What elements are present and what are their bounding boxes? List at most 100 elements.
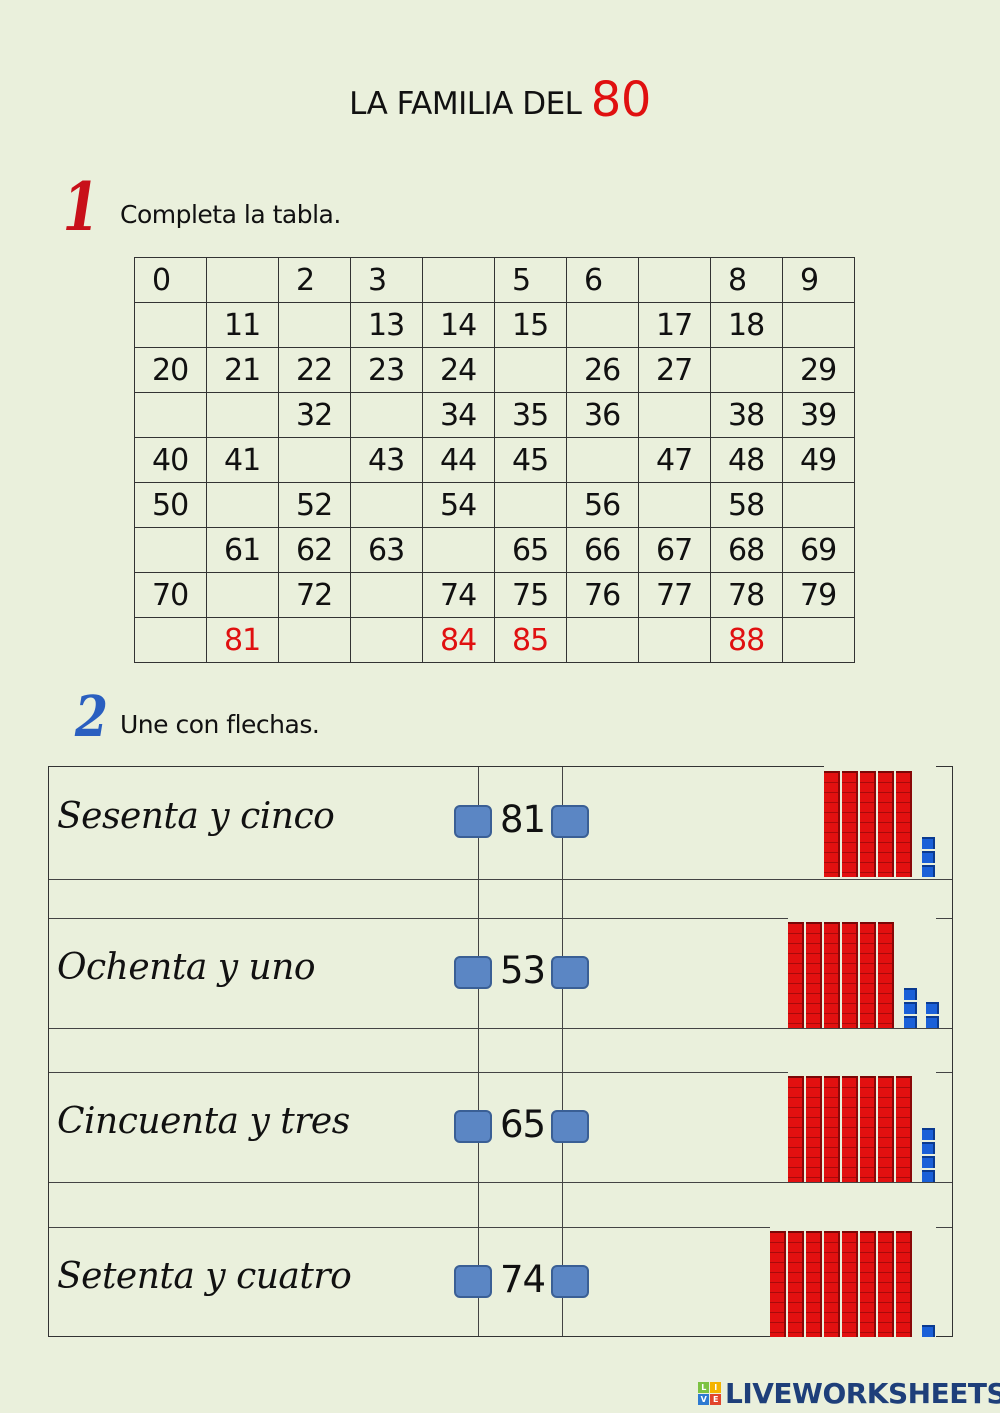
left-connector-dot[interactable]: [454, 1110, 492, 1143]
grid-input-cell[interactable]: [206, 572, 279, 618]
row-divider: [49, 1072, 952, 1073]
right-connector-dot[interactable]: [551, 956, 589, 989]
ten-rod: [806, 1076, 822, 1182]
base-ten-blocks: [770, 1225, 936, 1337]
numeral: 65: [500, 1103, 546, 1146]
base-ten-blocks: [788, 1070, 936, 1182]
grid-cell: 54: [422, 482, 495, 528]
grid-cell: 38: [710, 392, 783, 438]
grid-cell: 13: [350, 302, 423, 348]
grid-cell: 44: [422, 437, 495, 483]
unit-cube: [922, 1142, 935, 1154]
ten-rod: [878, 1231, 894, 1337]
grid-cell: 24: [422, 347, 495, 393]
grid-input-cell[interactable]: [782, 617, 855, 663]
grid-cell: 61: [206, 527, 279, 573]
grid-cell: 15: [494, 302, 567, 348]
grid-input-cell[interactable]: [494, 482, 567, 528]
grid-cell: 52: [278, 482, 351, 528]
grid-row: 20 21 22 23 24 26 27 29: [134, 347, 855, 393]
grid-input-cell[interactable]: [134, 527, 207, 573]
numeral: 53: [500, 949, 546, 992]
number-word: Cincuenta y tres: [57, 1101, 350, 1142]
grid-input-cell[interactable]: 81: [206, 617, 279, 663]
grid-input-cell[interactable]: 85: [494, 617, 567, 663]
ten-rod: [788, 922, 804, 1028]
exercise-1-instruction: Completa la tabla.: [120, 200, 341, 229]
ten-rod: [896, 771, 912, 877]
unit-cube: [926, 1016, 939, 1028]
grid-input-cell[interactable]: 84: [422, 617, 495, 663]
grid-input-cell[interactable]: [350, 572, 423, 618]
grid-input-cell[interactable]: [638, 257, 711, 303]
grid-cell: 9: [782, 257, 855, 303]
grid-input-cell[interactable]: [134, 392, 207, 438]
ten-rod: [824, 1231, 840, 1337]
unit-cube: [922, 837, 935, 849]
grid-input-cell[interactable]: [566, 437, 639, 483]
ten-rod: [878, 922, 894, 1028]
grid-cell: 48: [710, 437, 783, 483]
grid-cell: 45: [494, 437, 567, 483]
left-connector-dot[interactable]: [454, 1265, 492, 1298]
grid-input-cell[interactable]: [638, 482, 711, 528]
ten-rod: [860, 1076, 876, 1182]
unit-cube: [922, 1156, 935, 1168]
grid-cell: 75: [494, 572, 567, 618]
number-grid: 0 2 3 5 6 8 9 11 13 14 15 17 18 20 21 22 23 24 26 27 29 32 34 3…: [134, 257, 855, 663]
left-connector-dot[interactable]: [454, 956, 492, 989]
grid-input-cell[interactable]: [134, 617, 207, 663]
unit-cube: [926, 1002, 939, 1014]
ten-rod: [842, 771, 858, 877]
unit-cube: [922, 865, 935, 877]
grid-input-cell[interactable]: [206, 482, 279, 528]
grid-input-cell[interactable]: [422, 527, 495, 573]
ten-rod: [896, 1076, 912, 1182]
grid-cell: 23: [350, 347, 423, 393]
ten-rod: [806, 922, 822, 1028]
right-connector-dot[interactable]: [551, 1110, 589, 1143]
grid-input-cell[interactable]: [638, 617, 711, 663]
grid-cell: 67: [638, 527, 711, 573]
grid-cell: 68: [710, 527, 783, 573]
grid-cell: 0: [134, 257, 207, 303]
grid-cell: 39: [782, 392, 855, 438]
grid-row: 61 62 63 65 66 67 68 69: [134, 527, 855, 573]
grid-input-cell[interactable]: 88: [710, 617, 783, 663]
grid-input-cell[interactable]: [206, 257, 279, 303]
grid-input-cell[interactable]: [638, 392, 711, 438]
grid-input-cell[interactable]: [134, 302, 207, 348]
left-connector-dot[interactable]: [454, 805, 492, 838]
grid-input-cell[interactable]: [206, 392, 279, 438]
right-connector-dot[interactable]: [551, 805, 589, 838]
grid-input-cell[interactable]: [350, 482, 423, 528]
ten-rod: [842, 1231, 858, 1337]
unit-cube: [922, 1325, 935, 1337]
matching-table: Sesenta y cinco 81 Ochenta y uno 53 Cincuent…: [48, 765, 953, 1337]
grid-cell: 76: [566, 572, 639, 618]
grid-input-cell[interactable]: [494, 347, 567, 393]
grid-input-cell[interactable]: [350, 617, 423, 663]
grid-input-cell[interactable]: [278, 617, 351, 663]
grid-row: 81 84 85 88: [134, 617, 855, 663]
row-divider: [49, 918, 952, 919]
grid-cell: 65: [494, 527, 567, 573]
grid-cell: 43: [350, 437, 423, 483]
grid-input-cell[interactable]: [278, 302, 351, 348]
ten-rod: [860, 771, 876, 877]
grid-input-cell[interactable]: [350, 392, 423, 438]
grid-input-cell[interactable]: [710, 347, 783, 393]
grid-input-cell[interactable]: [566, 302, 639, 348]
right-connector-dot[interactable]: [551, 1265, 589, 1298]
grid-input-cell[interactable]: [782, 302, 855, 348]
grid-input-cell[interactable]: [422, 257, 495, 303]
grid-cell: 49: [782, 437, 855, 483]
grid-input-cell[interactable]: [278, 437, 351, 483]
ten-rod: [806, 1231, 822, 1337]
exercise-1-badge: 1: [62, 168, 100, 246]
ten-rod: [842, 922, 858, 1028]
grid-input-cell[interactable]: [782, 482, 855, 528]
grid-input-cell[interactable]: [566, 617, 639, 663]
